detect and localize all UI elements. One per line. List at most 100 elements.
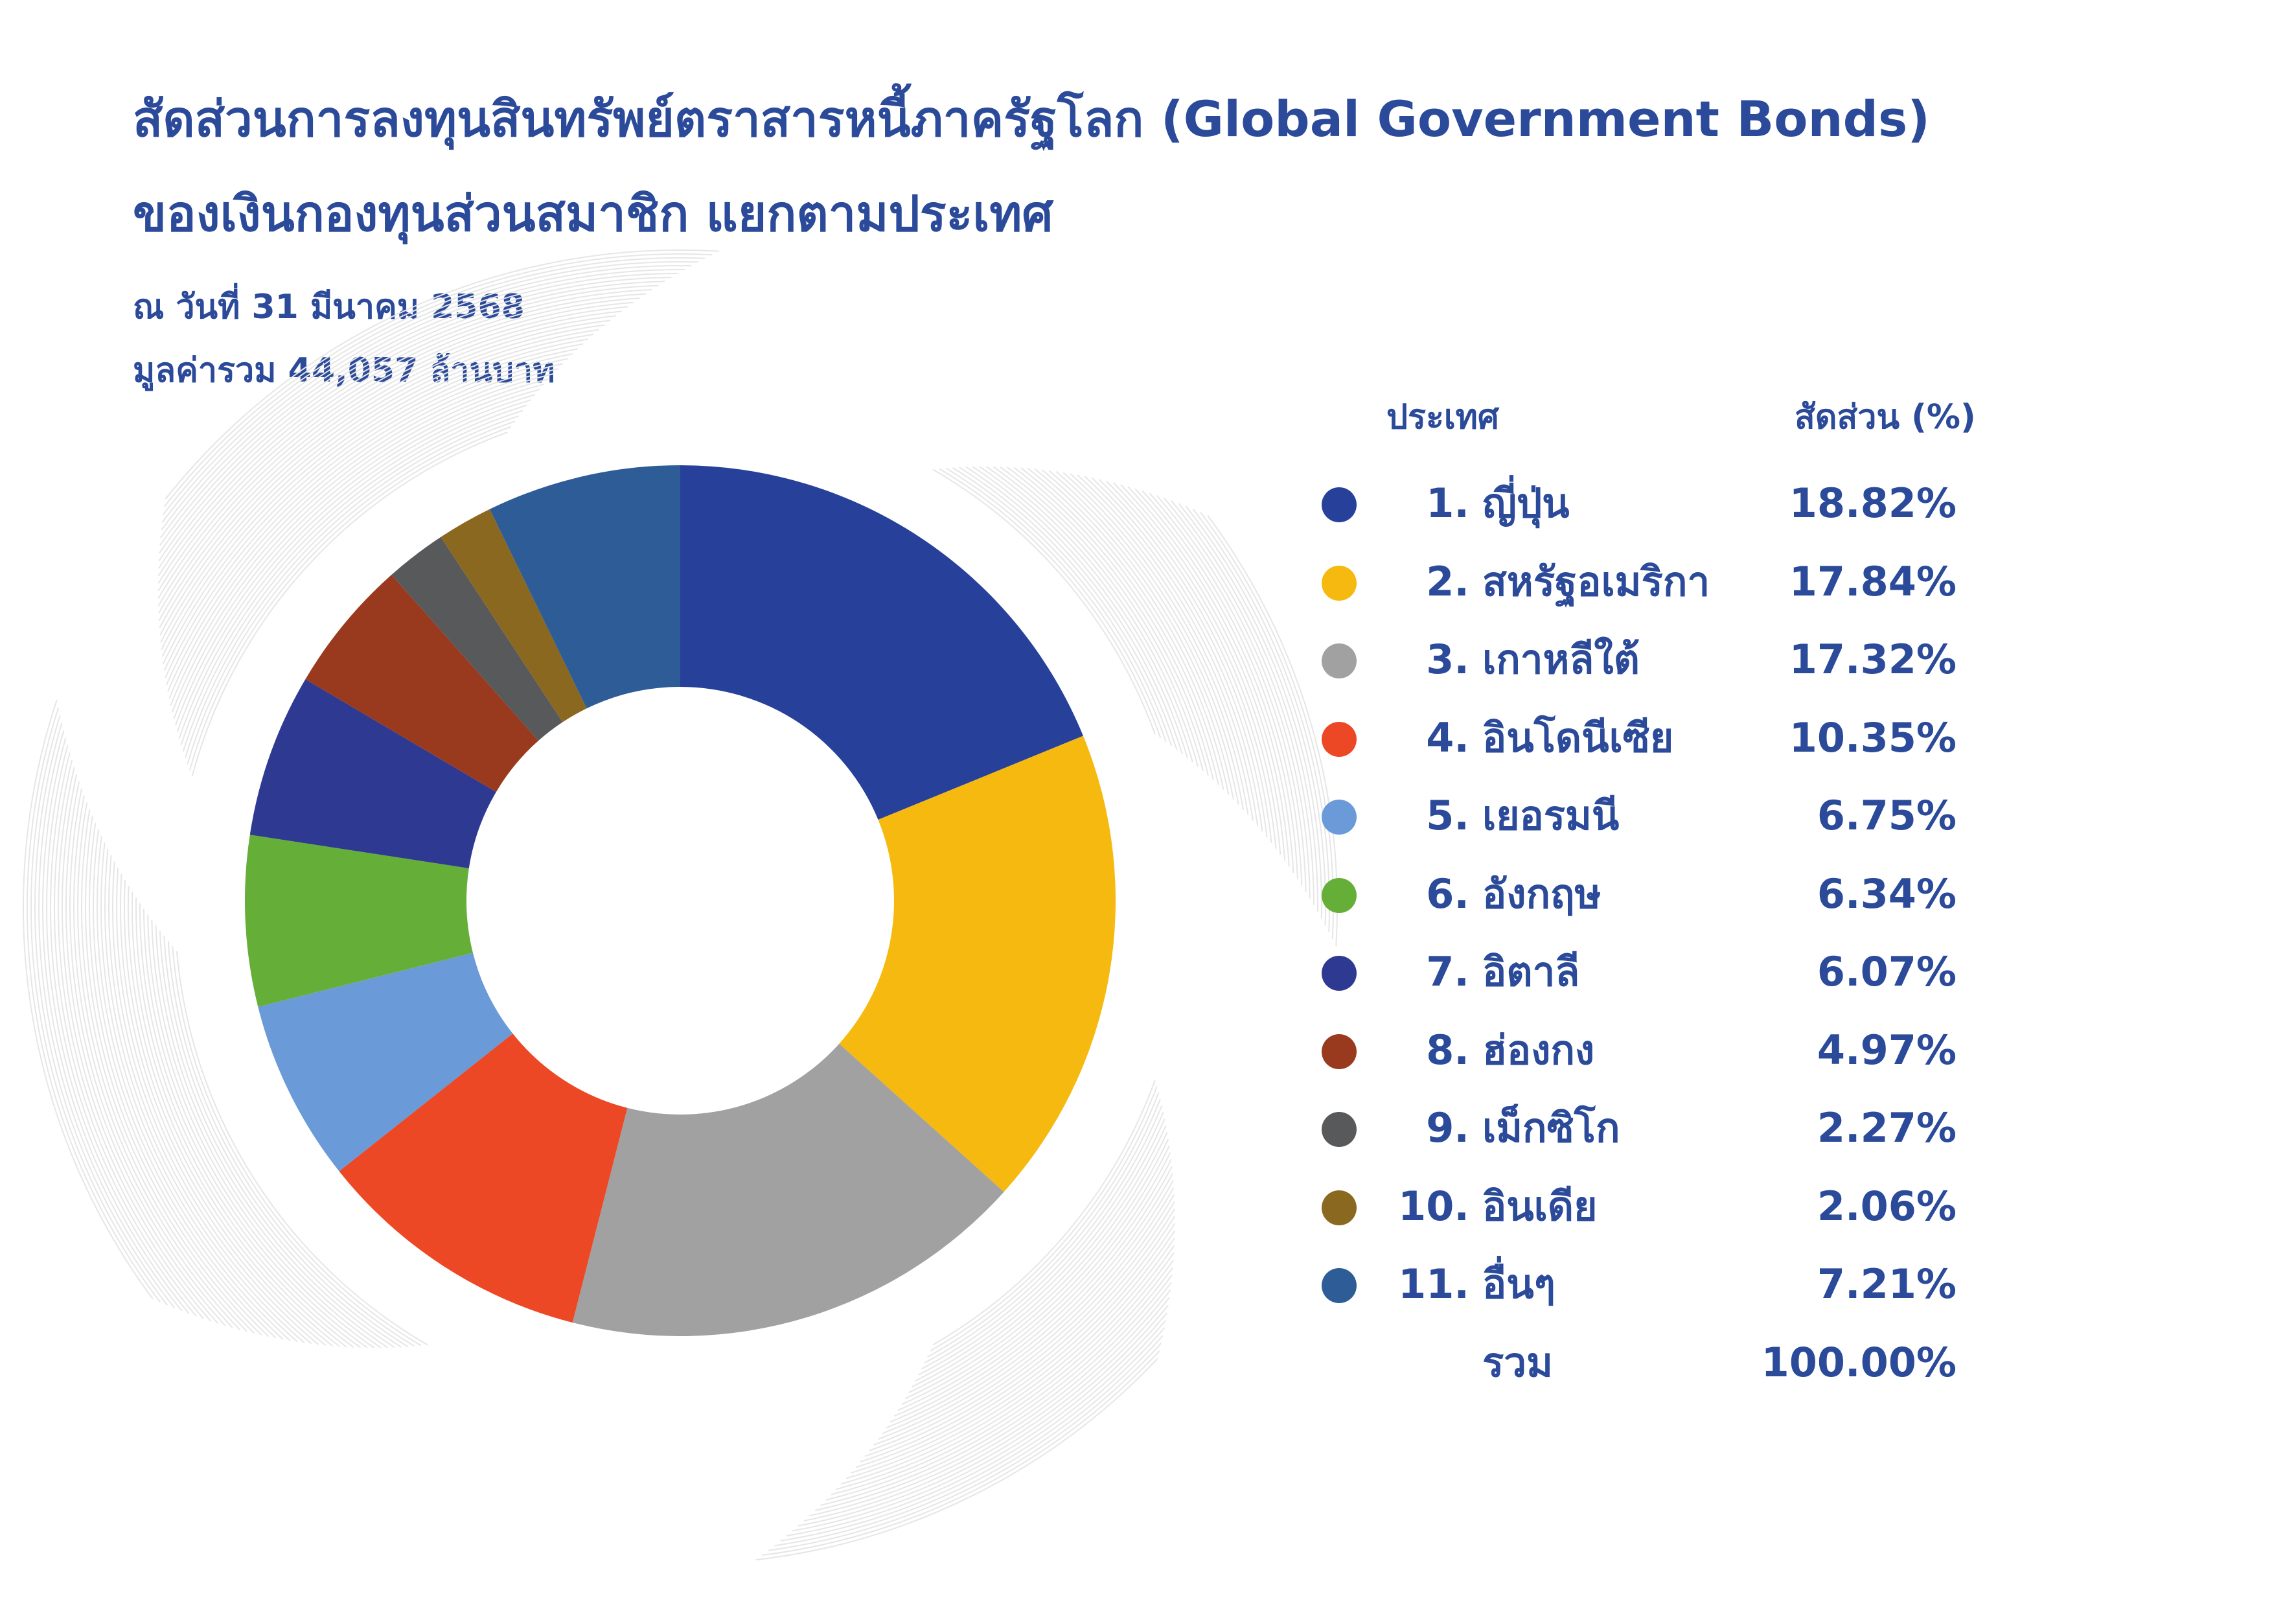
swirl-line: [165, 249, 720, 500]
swirl-line: [158, 310, 622, 614]
swirl-line: [860, 1216, 1176, 1462]
swirl-line: [170, 373, 554, 706]
swirl-line: [921, 1105, 1163, 1370]
legend-share-value: 2.06%: [1817, 1182, 1957, 1230]
legend-color-dot: [1322, 1190, 1357, 1225]
swirl-line: [1156, 495, 1311, 899]
swirl-line: [85, 816, 270, 1337]
swirl-line: [120, 873, 333, 1347]
legend-share-value: 6.34%: [1817, 870, 1957, 918]
swirl-line: [1070, 473, 1259, 826]
legend-country-name: อินโดนีเซีย: [1482, 713, 1674, 761]
legend-rank: 11.: [1398, 1260, 1469, 1308]
legend-country-name: เกาหลีใต้: [1482, 636, 1640, 683]
swirl-line: [1034, 468, 1235, 800]
swirl-line: [1084, 476, 1268, 838]
legend-rank: 3.: [1426, 636, 1469, 683]
swirl-line: [143, 908, 375, 1348]
legend-share-value: 2.27%: [1817, 1104, 1957, 1151]
swirl-line: [178, 399, 531, 739]
swirl-line: [803, 1297, 1170, 1521]
swirl-line: [1105, 480, 1281, 855]
legend-rank: 4.: [1426, 713, 1469, 761]
swirl-line: [972, 466, 1188, 758]
swirl-line: [886, 1173, 1173, 1429]
legend-row: 6. อังกฤษ 6.34%: [1322, 864, 1995, 929]
swirl-line: [163, 253, 713, 507]
swirl-line: [180, 404, 527, 746]
legend-total-label: รวม: [1482, 1338, 1553, 1386]
chart-title-line-1: สัดส่วนการลงทุนสินทรัพย์ตราสารหนี้ภาครัฐ…: [133, 90, 1930, 148]
legend-color-dot: [1322, 956, 1357, 991]
swirl-line: [132, 892, 354, 1348]
swirl-line: [167, 941, 415, 1347]
swirl-line: [1077, 474, 1263, 832]
donut-slice-8: [305, 575, 539, 792]
swirl-line: [50, 752, 204, 1319]
donut-slice-9: [391, 537, 563, 741]
swirl-line: [1192, 509, 1330, 932]
swirl-line: [786, 1320, 1167, 1537]
swirl-line: [104, 849, 305, 1343]
swirl-line: [23, 699, 154, 1300]
swirl-line: [762, 1350, 1160, 1556]
swirl-line: [165, 353, 573, 678]
swirl-line: [171, 378, 549, 713]
swirl-line: [1048, 470, 1245, 811]
swirl-line: [159, 273, 678, 546]
legend-header-country: ประเทศ: [1386, 398, 1499, 437]
swirl-line: [1000, 466, 1210, 776]
swirl-line: [160, 269, 685, 538]
donut-slice-1: [680, 465, 1083, 820]
donut-slice-5: [258, 953, 513, 1172]
swirl-line: [932, 468, 1156, 735]
swirl-line: [166, 358, 568, 686]
swirl-line: [168, 368, 558, 699]
swirl-line: [163, 348, 579, 671]
swirl-line: [927, 1093, 1160, 1358]
legend-header-share: สัดส่วน (%): [1795, 398, 1976, 437]
swirl-line: [932, 1080, 1156, 1346]
swirl-line: [825, 1267, 1173, 1501]
swirl-line: [189, 426, 512, 770]
swirl-line: [108, 855, 312, 1345]
swirl-line: [864, 1208, 1175, 1457]
legend-share-value: 17.32%: [1789, 636, 1957, 683]
swirl-line: [1098, 479, 1277, 849]
donut-slice-6: [245, 835, 473, 1007]
swirl-line: [1091, 477, 1272, 843]
swirl-line: [187, 421, 516, 765]
legend-country-name: อินเดีย: [1482, 1182, 1598, 1230]
legend-country-name: อื่นๆ: [1482, 1260, 1556, 1308]
swirl-line: [1185, 505, 1326, 925]
swirl-line: [159, 931, 402, 1348]
chart-title-line-2: ของเงินกองทุนส่วนสมาชิก แยกตามประเทศ: [133, 185, 1053, 242]
legend-row: 3. เกาหลีใต้ 17.32%: [1322, 629, 1995, 694]
swirl-line: [54, 759, 212, 1322]
swirl-line: [836, 1252, 1175, 1490]
legend-total-row: รวม 100.00%: [1322, 1332, 1995, 1397]
swirl-line: [157, 301, 634, 599]
legend-share-value: 6.07%: [1817, 948, 1957, 995]
swirl-line: [985, 466, 1199, 767]
legend-total-value: 100.00%: [1761, 1338, 1957, 1386]
swirl-line: [157, 293, 647, 584]
swirl-line: [924, 1098, 1161, 1364]
as-of-date: ณ วันที่ 31 มีนาคม 2568: [133, 288, 525, 327]
swirl-line: [1113, 482, 1286, 861]
swirl-line: [952, 467, 1173, 746]
legend-row: 2. สหรัฐอเมริกา 17.84%: [1322, 551, 1995, 616]
legend-share-value: 18.82%: [1789, 480, 1957, 527]
legend-rank: 10.: [1398, 1182, 1469, 1230]
legend-share-value: 4.97%: [1817, 1026, 1957, 1074]
donut-slice-2: [839, 735, 1116, 1192]
legend-share-value: 6.75%: [1817, 792, 1957, 839]
swirl-line: [755, 1358, 1158, 1561]
swirl-line: [1013, 467, 1219, 785]
swirl-line: [26, 707, 161, 1303]
donut-slice-11: [489, 465, 680, 709]
legend-row: 1. ญี่ปุ่น 18.82%: [1322, 473, 1995, 538]
swirl-line: [851, 1230, 1175, 1474]
swirl-line: [1171, 500, 1318, 912]
swirl-line: [890, 1166, 1173, 1423]
